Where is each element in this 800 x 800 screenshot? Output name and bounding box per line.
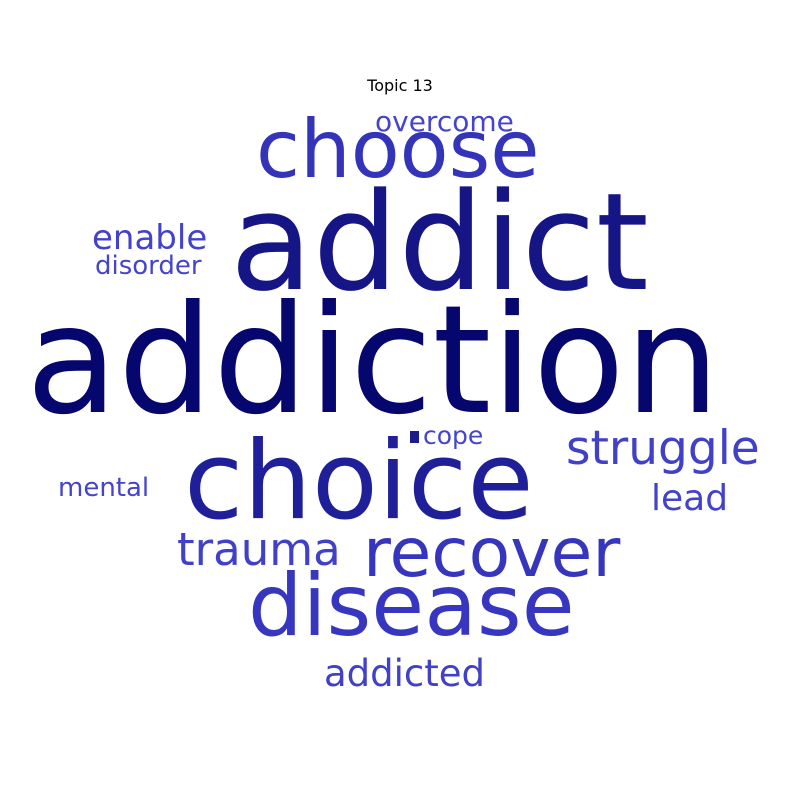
word-disease: disease: [248, 556, 575, 656]
word-choose: choose: [256, 103, 540, 196]
word-enable: enable: [92, 218, 208, 258]
word-choice: choice: [184, 419, 534, 544]
word-addiction: addiction: [26, 274, 720, 448]
word-lead: lead: [651, 478, 729, 519]
word-addicted: addicted: [324, 652, 486, 695]
word-struggle: struggle: [566, 421, 760, 476]
word-mental: mental: [58, 473, 150, 503]
word-trauma: trauma: [177, 523, 341, 576]
word-recover: recover: [363, 514, 621, 593]
chart-title: Topic 13: [367, 76, 433, 95]
word-addict: addict: [230, 164, 649, 321]
word-cope: cope: [423, 421, 484, 450]
small-mark: [410, 431, 419, 443]
word-overcome: overcome: [375, 105, 514, 138]
word-disorder: disorder: [95, 251, 202, 281]
